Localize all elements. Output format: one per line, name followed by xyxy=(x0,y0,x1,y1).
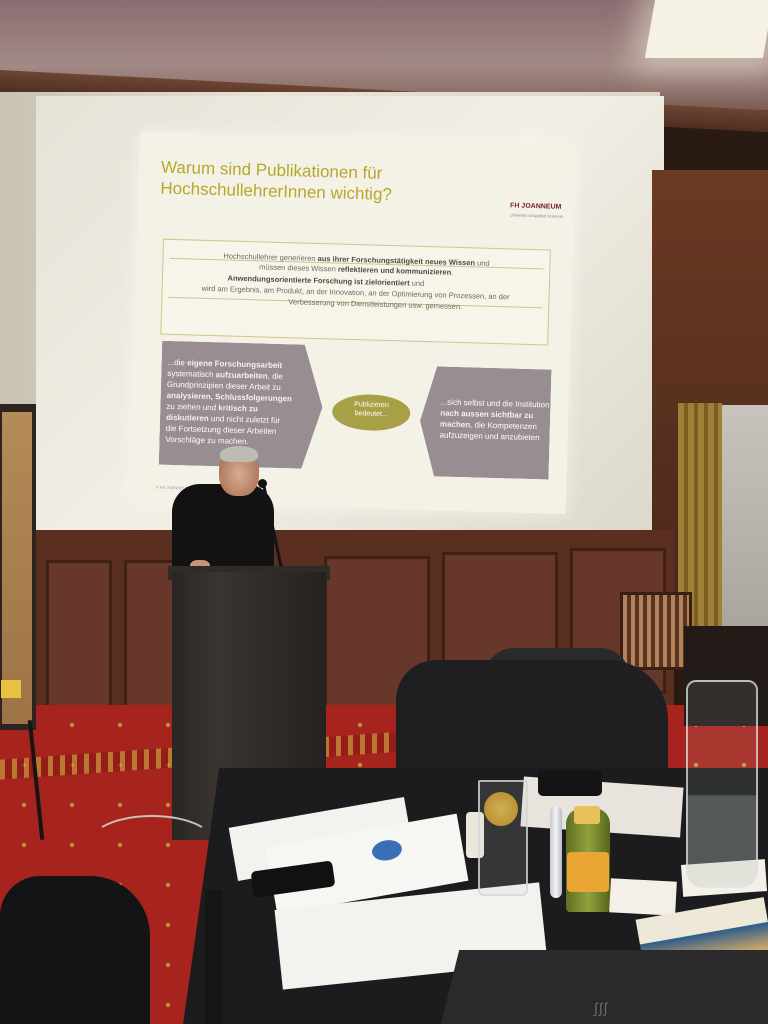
institution-logo: FH JOANNEUM xyxy=(509,202,562,211)
speaker-hair xyxy=(220,446,258,462)
center-ellipse-text: Publizieren bedeutet... xyxy=(332,399,410,419)
flipchart-paper xyxy=(2,412,32,724)
bottle-cap xyxy=(574,806,600,824)
bottle-label xyxy=(567,852,609,892)
ceiling-light xyxy=(644,0,768,58)
lemon-slice xyxy=(484,792,518,826)
pen xyxy=(550,806,562,898)
left-shape-text: ...die eigene Forschungsarbeit systemati… xyxy=(165,357,293,447)
table-leg xyxy=(205,890,223,1024)
speaker-body xyxy=(172,484,274,582)
document-diagram xyxy=(370,837,404,863)
wood-panel xyxy=(46,560,112,716)
laptop-logo: ∫∫∫ xyxy=(594,1000,609,1016)
intro-text-box: Hochschullehrer generieren aus ihrer For… xyxy=(160,238,551,346)
right-shape-text: ...sich selbst und die Institution nach … xyxy=(439,397,550,443)
presentation-slide: Warum sind Publikationen für Hochschulle… xyxy=(129,132,576,515)
institution-logo-subtitle: University of Applied Sciences xyxy=(509,212,564,219)
slide-title: Warum sind Publikationen für Hochschulle… xyxy=(160,157,491,208)
wallet xyxy=(538,770,602,796)
sticky-note xyxy=(1,680,21,698)
wooden-chair xyxy=(620,592,692,670)
foreground-chair xyxy=(0,876,150,1024)
microphone-icon xyxy=(258,479,267,488)
napkin xyxy=(609,878,677,916)
floor-cable xyxy=(90,815,214,869)
side-table xyxy=(684,626,768,726)
water-carafe xyxy=(686,680,758,888)
